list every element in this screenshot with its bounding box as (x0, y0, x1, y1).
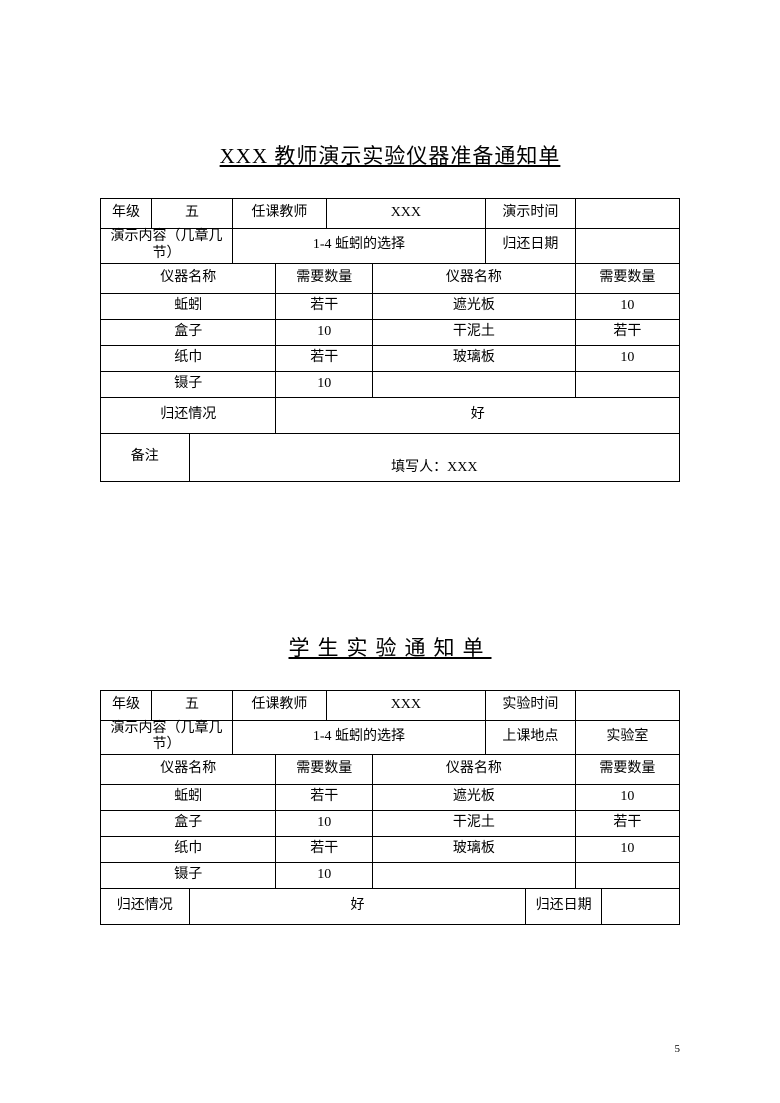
table-cell: 干泥土 (373, 319, 576, 345)
table-cell: 10 (276, 863, 373, 889)
table-cell: 盒子 (101, 811, 276, 837)
table-cell: 镊子 (101, 371, 276, 397)
form1-table: 年级 五 任课教师 XXX 演示时间 演示内容（几章几节） 1-4 蚯蚓的选择 … (100, 198, 680, 482)
val-location: 实验室 (575, 720, 679, 755)
table-cell: 纸巾 (101, 837, 276, 863)
val-filler: 填写人：XXX (189, 433, 679, 481)
filler-name: XXX (447, 460, 477, 475)
page-number: 5 (675, 1043, 681, 1055)
val-return-status: 好 (189, 889, 526, 925)
val-return-date (601, 889, 679, 925)
table-cell: 干泥土 (373, 811, 576, 837)
table-cell: 镊子 (101, 863, 276, 889)
hdr-instr-name-1: 仪器名称 (101, 755, 276, 785)
table-cell (373, 371, 576, 397)
table-cell (575, 371, 679, 397)
table-cell: 玻璃板 (373, 345, 576, 371)
table-cell: 10 (575, 345, 679, 371)
table-cell: 若干 (276, 785, 373, 811)
filler-prefix: 填写人： (391, 460, 447, 475)
lbl-grade: 年级 (101, 199, 152, 229)
lbl-demo-time: 演示时间 (485, 199, 575, 229)
lbl-return-status: 归还情况 (101, 397, 276, 433)
hdr-instr-name-2: 仪器名称 (373, 263, 576, 293)
table-cell: 若干 (276, 837, 373, 863)
hdr-qty-2: 需要数量 (575, 263, 679, 293)
table-cell: 玻璃板 (373, 837, 576, 863)
hdr-qty-1: 需要数量 (276, 263, 373, 293)
table-cell: 蚯蚓 (101, 293, 276, 319)
table-cell: 若干 (575, 319, 679, 345)
hdr-qty-2: 需要数量 (575, 755, 679, 785)
lbl-grade: 年级 (101, 690, 152, 720)
table-cell: 遮光板 (373, 293, 576, 319)
table-cell: 10 (575, 293, 679, 319)
table-cell (373, 863, 576, 889)
table-cell: 盒子 (101, 319, 276, 345)
val-exp-time (575, 690, 679, 720)
page: XXX 教师演示实验仪器准备通知单 年级 五 任课教师 XXX 演示时间 演示内… (0, 0, 780, 1103)
val-content: 1-4 蚯蚓的选择 (232, 720, 485, 755)
table-cell: 10 (276, 371, 373, 397)
table-cell: 10 (575, 785, 679, 811)
lbl-location: 上课地点 (485, 720, 575, 755)
table-cell: 遮光板 (373, 785, 576, 811)
val-return-date (575, 229, 679, 264)
val-grade: 五 (151, 690, 232, 720)
table-cell: 若干 (276, 293, 373, 319)
lbl-return-status: 归还情况 (101, 889, 190, 925)
val-return-status: 好 (276, 397, 680, 433)
lbl-return-date: 归还日期 (526, 889, 601, 925)
table-cell (575, 863, 679, 889)
lbl-teacher: 任课教师 (232, 199, 326, 229)
lbl-teacher: 任课教师 (232, 690, 326, 720)
table-cell: 纸巾 (101, 345, 276, 371)
lbl-remark: 备注 (101, 433, 190, 481)
form2-title: 学生实验通知单 (100, 632, 680, 662)
table-cell: 10 (276, 811, 373, 837)
val-grade: 五 (151, 199, 232, 229)
val-demo-time (575, 199, 679, 229)
table-cell: 10 (276, 319, 373, 345)
val-content: 1-4 蚯蚓的选择 (232, 229, 485, 264)
form1-title: XXX 教师演示实验仪器准备通知单 (100, 140, 680, 170)
table-cell: 10 (575, 837, 679, 863)
val-teacher: XXX (326, 199, 485, 229)
lbl-content: 演示内容（几章几节） (101, 229, 233, 264)
table-cell: 若干 (575, 811, 679, 837)
table-cell: 蚯蚓 (101, 785, 276, 811)
form2-table: 年级 五 任课教师 XXX 实验时间 演示内容（几章几节） 1-4 蚯蚓的选择 … (100, 690, 680, 926)
lbl-content: 演示内容（几章几节） (101, 720, 233, 755)
lbl-return-date: 归还日期 (485, 229, 575, 264)
lbl-exp-time: 实验时间 (485, 690, 575, 720)
hdr-instr-name-1: 仪器名称 (101, 263, 276, 293)
val-teacher: XXX (326, 690, 485, 720)
table-cell: 若干 (276, 345, 373, 371)
hdr-qty-1: 需要数量 (276, 755, 373, 785)
hdr-instr-name-2: 仪器名称 (373, 755, 576, 785)
